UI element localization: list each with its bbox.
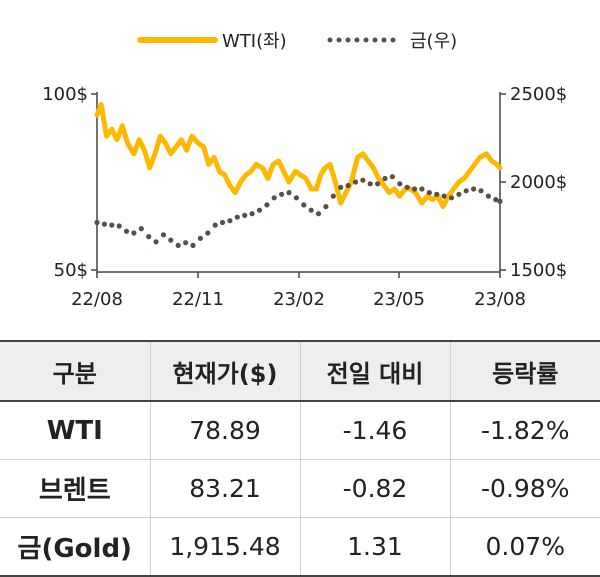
legend: WTI(좌) 금(우) [137, 31, 457, 52]
gold-point [160, 232, 167, 238]
gold-point [352, 179, 359, 185]
cell-change-rate: -1.82% [449, 401, 600, 460]
header-change: 전일 대비 [299, 340, 450, 402]
x-tick-label-23-05: 23/05 [373, 289, 425, 310]
x-tick-label-23-02: 23/02 [273, 289, 325, 310]
price-table: 구분 현재가($) 전일 대비 등락률 WTI 78.89 -1.46 -1.8… [0, 340, 600, 577]
gold-point [271, 195, 277, 201]
header-current-price: 현재가($) [149, 340, 300, 402]
gold-point [345, 182, 351, 189]
gold-point [197, 235, 203, 241]
gold-point [227, 218, 233, 224]
gold-point [497, 198, 503, 204]
gold-point [205, 230, 211, 236]
gold-point [286, 190, 292, 196]
gold-point [123, 228, 130, 234]
gold-point [485, 193, 491, 199]
gold-point [493, 197, 499, 203]
gold-point [116, 223, 122, 229]
cell-price: 78.89 [149, 401, 300, 460]
gold-point [411, 186, 418, 192]
table-header-row: 구분 현재가($) 전일 대비 등락률 [0, 340, 600, 402]
left-tick-label-100: 100$ [42, 84, 88, 105]
cell-change: -0.82 [299, 459, 450, 518]
gold-point [153, 239, 159, 245]
gold-point [175, 242, 181, 248]
cell-change-rate: -0.98% [449, 459, 600, 518]
gold-point [234, 214, 240, 220]
x-tick-label-22-11: 22/11 [172, 289, 224, 310]
right-tick-label-1500: 1500$ [510, 260, 567, 281]
gold-point [308, 207, 314, 213]
cell-price: 1,915.48 [149, 517, 300, 577]
gold-point [109, 222, 115, 228]
cell-change: -1.46 [299, 401, 450, 460]
gold-point [301, 202, 307, 208]
series-layer [94, 102, 503, 248]
gold-point [138, 226, 144, 232]
commodity-price-chart: WTI(좌) 금(우) 100$ 50$ 2500$ 2000$ 1500$ 2… [42, 31, 567, 310]
gold-point [338, 184, 344, 190]
gold-point [375, 181, 381, 187]
axes: 100$ 50$ 2500$ 2000$ 1500$ 22/08 22/11 2… [42, 84, 567, 310]
legend-gold-label: 금(우) [410, 31, 457, 52]
cell-change: 1.31 [299, 517, 450, 577]
gold-point [242, 212, 248, 218]
gold-point [448, 195, 455, 201]
gold-point [264, 202, 270, 208]
right-tick-label-2500: 2500$ [510, 84, 567, 105]
gold-point [168, 237, 174, 243]
row-label-wti: WTI [0, 401, 150, 460]
gold-point [256, 207, 263, 213]
gold-point [367, 181, 373, 187]
gold-point [330, 193, 336, 199]
gold-point [360, 177, 366, 183]
gold-point [219, 219, 226, 226]
gold-point [456, 191, 462, 197]
series-wti [94, 102, 503, 210]
cell-change-rate: 0.07% [449, 517, 600, 577]
gold-point [441, 193, 447, 199]
gold-point [212, 222, 218, 228]
series-gold [94, 174, 503, 248]
left-tick-label-50: 50$ [54, 260, 88, 281]
gold-point [382, 175, 388, 182]
gold-point [183, 240, 189, 246]
gold-point [279, 191, 285, 197]
row-label-brent: 브렌트 [0, 459, 150, 518]
gold-point [471, 186, 477, 192]
table-row: WTI 78.89 -1.46 -1.82% [0, 401, 600, 460]
gold-point [315, 211, 322, 217]
gold-point [397, 181, 403, 187]
gold-point [131, 230, 137, 236]
x-tick-label-23-08: 23/08 [474, 289, 526, 310]
gold-point [478, 188, 484, 194]
gold-point [426, 190, 432, 196]
wti-line [94, 102, 503, 210]
gold-point [94, 219, 100, 226]
gold-point [463, 188, 469, 194]
legend-wti-label: WTI(좌) [222, 31, 287, 52]
right-tick-label-2000: 2000$ [510, 172, 567, 193]
cell-price: 83.21 [149, 459, 300, 518]
header-change-rate: 등락률 [449, 340, 600, 402]
gold-point [146, 234, 152, 240]
gold-point [323, 204, 329, 210]
gold-point [434, 191, 440, 197]
gold-point [101, 221, 107, 227]
gold-point [404, 184, 410, 190]
row-label-gold: 금(Gold) [0, 517, 150, 577]
gold-point [249, 211, 255, 217]
table-row: 브렌트 83.21 -0.82 -0.98% [0, 459, 600, 518]
gold-point [293, 195, 299, 201]
header-category: 구분 [0, 340, 150, 402]
gold-point [190, 242, 196, 248]
gold-point [389, 174, 395, 180]
x-tick-label-22-08: 22/08 [71, 289, 123, 310]
table-row: 금(Gold) 1,915.48 1.31 0.07% [0, 517, 600, 577]
gold-point [419, 186, 425, 192]
